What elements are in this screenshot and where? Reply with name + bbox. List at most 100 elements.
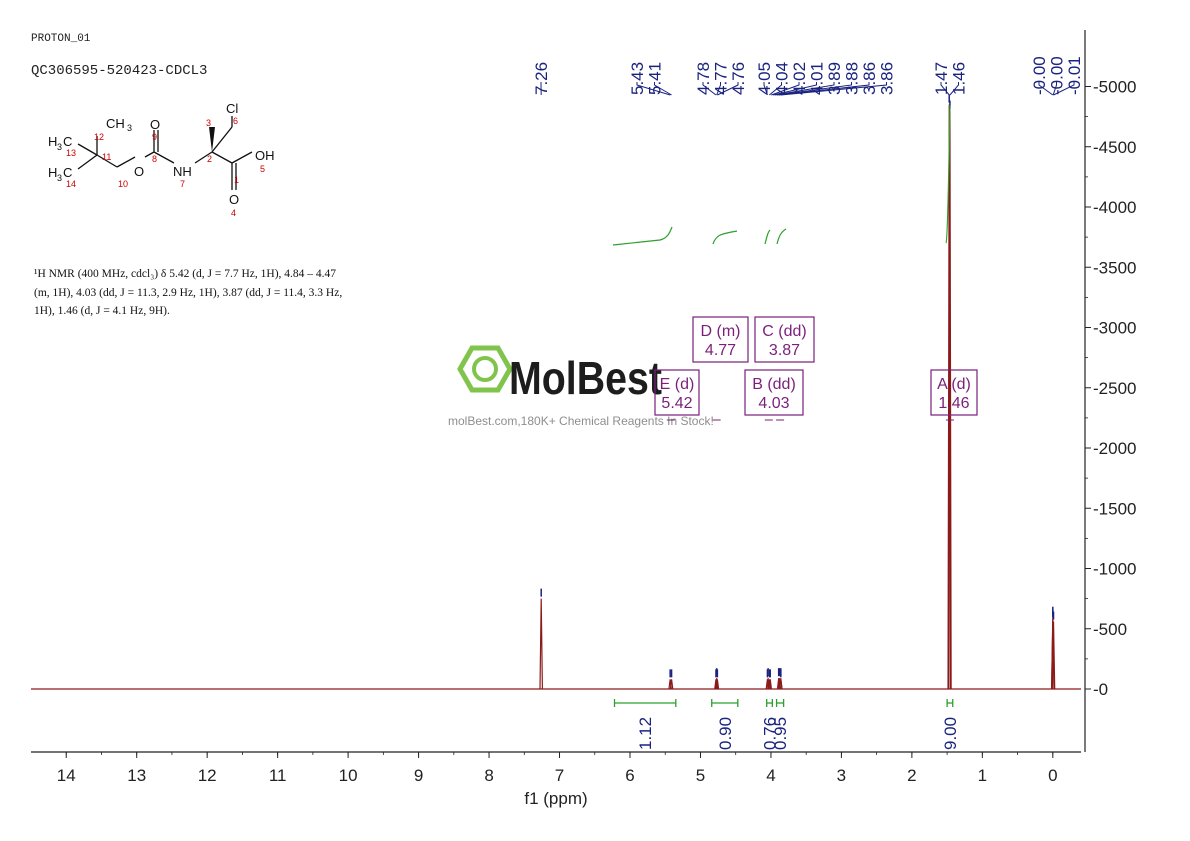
carbonyl-oxygen: O xyxy=(150,117,160,132)
atom-number-7: 7 xyxy=(180,179,185,189)
x-tick-label: 10 xyxy=(339,766,358,785)
multiplet-label: E (d) xyxy=(660,376,695,393)
peak-shift-label: 3.86 xyxy=(878,62,897,95)
bond xyxy=(231,151,253,164)
multiplet-label: B (dd) xyxy=(752,376,796,393)
ester-oxygen: O xyxy=(134,164,144,179)
methyl-h-b: H xyxy=(48,165,57,180)
atom-number-4: 4 xyxy=(231,208,236,218)
atom-number-2: 2 xyxy=(207,154,212,164)
watermark-tagline: molBest.com,180K+ Chemical Reagents In S… xyxy=(448,414,714,428)
integral-curve xyxy=(764,229,771,245)
nmr-description-line-3: 1H), 1.46 (d, J = 4.1 Hz, 9H). xyxy=(34,305,170,317)
spectrum-peak xyxy=(767,679,772,690)
atom-number-5: 5 xyxy=(260,164,265,174)
integral-curve xyxy=(612,226,673,246)
bond xyxy=(144,151,155,158)
multiplet-shift: 5.42 xyxy=(661,395,692,412)
multiplet-label: D (m) xyxy=(701,323,741,340)
multiplet-box xyxy=(930,369,978,416)
peak-label-connector xyxy=(763,82,768,96)
peak-label-connector xyxy=(1038,82,1054,96)
plot-area: 14 13 12 11 10 9 8 7 6 5 4 3 2 1 0f1 (ppm)-0-500-1000-… xyxy=(31,30,1136,808)
x-tick-label: 1 xyxy=(978,766,987,785)
x-tick-label: 8 xyxy=(484,766,493,785)
peak-label-connector xyxy=(773,82,817,96)
peak-label-connector xyxy=(771,82,800,96)
peak-shift-label: 4.78 xyxy=(694,62,713,95)
peak-shift-label: 3.86 xyxy=(860,62,879,95)
bond xyxy=(211,126,233,153)
integral-curve xyxy=(712,230,738,245)
hexagon-logo-icon xyxy=(457,345,513,393)
y-tick-label: -0 xyxy=(1093,680,1108,699)
bond xyxy=(77,154,98,170)
peak-shift-label: 5.43 xyxy=(628,62,647,95)
peak-label-connector xyxy=(774,82,835,96)
y-tick-label: -3500 xyxy=(1093,258,1136,277)
y-tick-label: -5000 xyxy=(1093,78,1136,97)
peak-shift-label: 4.05 xyxy=(755,62,774,95)
bond xyxy=(77,143,98,156)
x-tick-label: 6 xyxy=(625,766,634,785)
integral-value: 1.12 xyxy=(636,717,655,750)
x-tick-label: 0 xyxy=(1048,766,1057,785)
x-tick-label: 11 xyxy=(269,766,287,785)
spectrum-peak xyxy=(768,679,773,690)
multiplet-shift: 4.77 xyxy=(705,342,736,359)
multiplet-shift: 1.46 xyxy=(938,395,969,412)
amine-nh: NH xyxy=(173,164,192,179)
x-tick-label: 9 xyxy=(414,766,423,785)
x-tick-label: 2 xyxy=(907,766,916,785)
multiplet-box xyxy=(654,369,700,416)
peak-shift-label: 1.47 xyxy=(932,62,951,95)
integral-value: 9.00 xyxy=(941,717,960,750)
x-tick-label: 13 xyxy=(127,766,146,785)
peak-shift-label: 3.88 xyxy=(843,62,862,95)
experiment-label: PROTON_01 xyxy=(31,33,91,45)
molbest-watermark: MolBest molBest.com,180K+ Chemical Reage… xyxy=(448,345,714,428)
y-tick-label: -2000 xyxy=(1093,439,1136,458)
y-tick-label: -500 xyxy=(1093,620,1127,639)
y-tick-label: -4500 xyxy=(1093,138,1136,157)
nmr-description-line-2: (m, 1H), 4.03 (dd, J = 11.3, 2.9 Hz, 1H)… xyxy=(34,287,342,299)
x-tick-label: 5 xyxy=(696,766,705,785)
peak-shift-label: 4.76 xyxy=(729,62,748,95)
spectrum-peak xyxy=(779,679,783,690)
atom-number-1: 1 xyxy=(234,175,239,185)
atom-number-10: 10 xyxy=(118,179,128,189)
multiplet-box xyxy=(744,369,804,416)
wedge-bond xyxy=(209,127,215,152)
atom-number-14: 14 xyxy=(66,179,76,189)
peak-label-connector xyxy=(717,82,739,96)
peak-label-connector xyxy=(780,82,887,96)
methyl-c-a: C xyxy=(63,134,72,149)
spectrum-peak xyxy=(669,679,674,690)
peak-label-connector xyxy=(654,82,672,96)
bond xyxy=(96,154,118,168)
molecule-structure xyxy=(77,116,253,190)
ring-logo-icon xyxy=(472,356,498,382)
peak-shift-label: -0.00 xyxy=(1048,56,1067,95)
atom-number-8: 8 xyxy=(152,154,157,164)
methyl-subscript: 3 xyxy=(127,123,132,133)
peak-label-connector xyxy=(1053,82,1075,96)
peak-label-connector xyxy=(778,82,870,96)
peak-label-connector xyxy=(940,82,950,96)
multiplet-box xyxy=(692,316,749,363)
acid-oxygen: O xyxy=(229,192,239,207)
sample-label: QC306595-520423-CDCL3 xyxy=(31,63,207,79)
x-tick-label: 7 xyxy=(555,766,564,785)
integral-value: 0.76 xyxy=(761,717,780,750)
peak-label-connector xyxy=(702,82,717,96)
methyl-subscript-b: 3 xyxy=(57,173,62,183)
integral-curve xyxy=(776,228,787,245)
x-tick-label: 3 xyxy=(837,766,846,785)
y-tick-label: -1000 xyxy=(1093,560,1136,579)
nmr-description-line-1: ¹H NMR (400 MHz, cdcl₃) δ 5.42 (d, J = 7… xyxy=(34,268,336,280)
hydroxyl-group: OH xyxy=(255,148,275,163)
integral-value: 0.90 xyxy=(716,717,735,750)
bond xyxy=(211,151,233,164)
spectrum-peak xyxy=(714,678,719,690)
